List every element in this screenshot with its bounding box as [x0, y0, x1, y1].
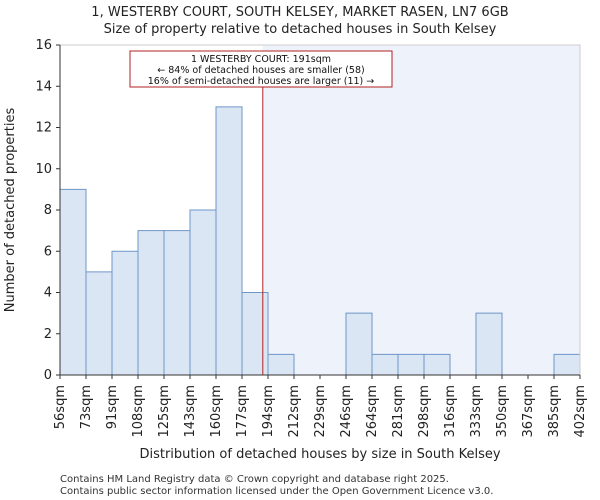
x-tick-label: 385sqm — [547, 385, 562, 438]
x-tick-label: 350sqm — [495, 385, 510, 438]
annotation-line-2: ← 84% of detached houses are smaller (58… — [157, 65, 364, 76]
histogram-bar — [137, 230, 165, 376]
x-tick-label: 281sqm — [391, 385, 406, 438]
y-tick-label: 0 — [44, 368, 52, 383]
histogram-bar — [241, 292, 269, 376]
x-tick-label: 212sqm — [287, 385, 302, 438]
x-tick-label: 264sqm — [365, 385, 380, 438]
y-axis-label: Number of detached properties — [3, 108, 18, 313]
histogram-bar — [371, 353, 399, 376]
y-tick-label: 2 — [44, 327, 52, 342]
plot-area: 0 2 4 6 8 10 12 14 16 56sqm 73sqm 91sqm 108sqm 125sqm… — [35, 38, 588, 438]
x-axis-label: Distribution of detached houses by size … — [139, 447, 500, 462]
histogram-bar — [475, 312, 503, 376]
x-tick-label: 333sqm — [469, 385, 484, 438]
y-tick-label: 12 — [35, 121, 52, 136]
annotation-box — [129, 50, 393, 88]
y-tick-label: 4 — [44, 286, 52, 301]
x-tick-label: 108sqm — [131, 385, 146, 438]
histogram-bar — [267, 353, 295, 376]
footer-line-1: Contains HM Land Registry data © Crown c… — [60, 474, 449, 485]
y-tick-label: 10 — [35, 162, 52, 177]
x-tick-label: 229sqm — [313, 385, 328, 438]
y-tick-label: 16 — [35, 38, 52, 53]
histogram-bar — [59, 188, 87, 376]
histogram-bar — [85, 271, 113, 376]
histogram-bar — [397, 353, 425, 376]
histogram-bar — [163, 230, 191, 376]
histogram-bar — [189, 209, 217, 376]
x-tick-label: 402sqm — [573, 385, 588, 438]
x-tick-label: 125sqm — [157, 385, 172, 438]
x-tick-label: 246sqm — [339, 385, 354, 438]
x-tick-label: 194sqm — [261, 385, 276, 438]
x-tick-label: 298sqm — [417, 385, 432, 438]
x-tick-label: 316sqm — [443, 385, 458, 438]
histogram-bar — [215, 106, 243, 376]
y-tick-label: 6 — [44, 244, 52, 259]
annotation-line-1: 1 WESTERBY COURT: 191sqm — [191, 54, 331, 65]
histogram-bar — [553, 353, 581, 376]
x-tick-label: 177sqm — [235, 385, 250, 438]
histogram-bar — [423, 353, 451, 376]
histogram-bar — [111, 250, 139, 376]
x-tick-label: 143sqm — [183, 385, 198, 438]
annotation-line-3: 16% of semi-detached houses are larger (… — [148, 76, 375, 87]
x-tick-label: 91sqm — [105, 385, 120, 429]
footer-line-2: Contains public sector information licen… — [60, 486, 493, 497]
x-tick-label: 160sqm — [209, 385, 224, 438]
x-tick-label: 56sqm — [53, 385, 68, 429]
x-tick-label: 367sqm — [521, 385, 536, 438]
larger-region-shading — [262, 45, 580, 375]
histogram-bar — [345, 312, 373, 376]
y-tick-label: 8 — [44, 203, 52, 218]
chart-title-line-1: 1, WESTERBY COURT, SOUTH KELSEY, MARKET … — [91, 5, 508, 20]
chart-title-line-2: Size of property relative to detached ho… — [104, 22, 497, 37]
y-tick-label: 14 — [35, 79, 52, 94]
x-tick-label: 73sqm — [79, 385, 94, 429]
